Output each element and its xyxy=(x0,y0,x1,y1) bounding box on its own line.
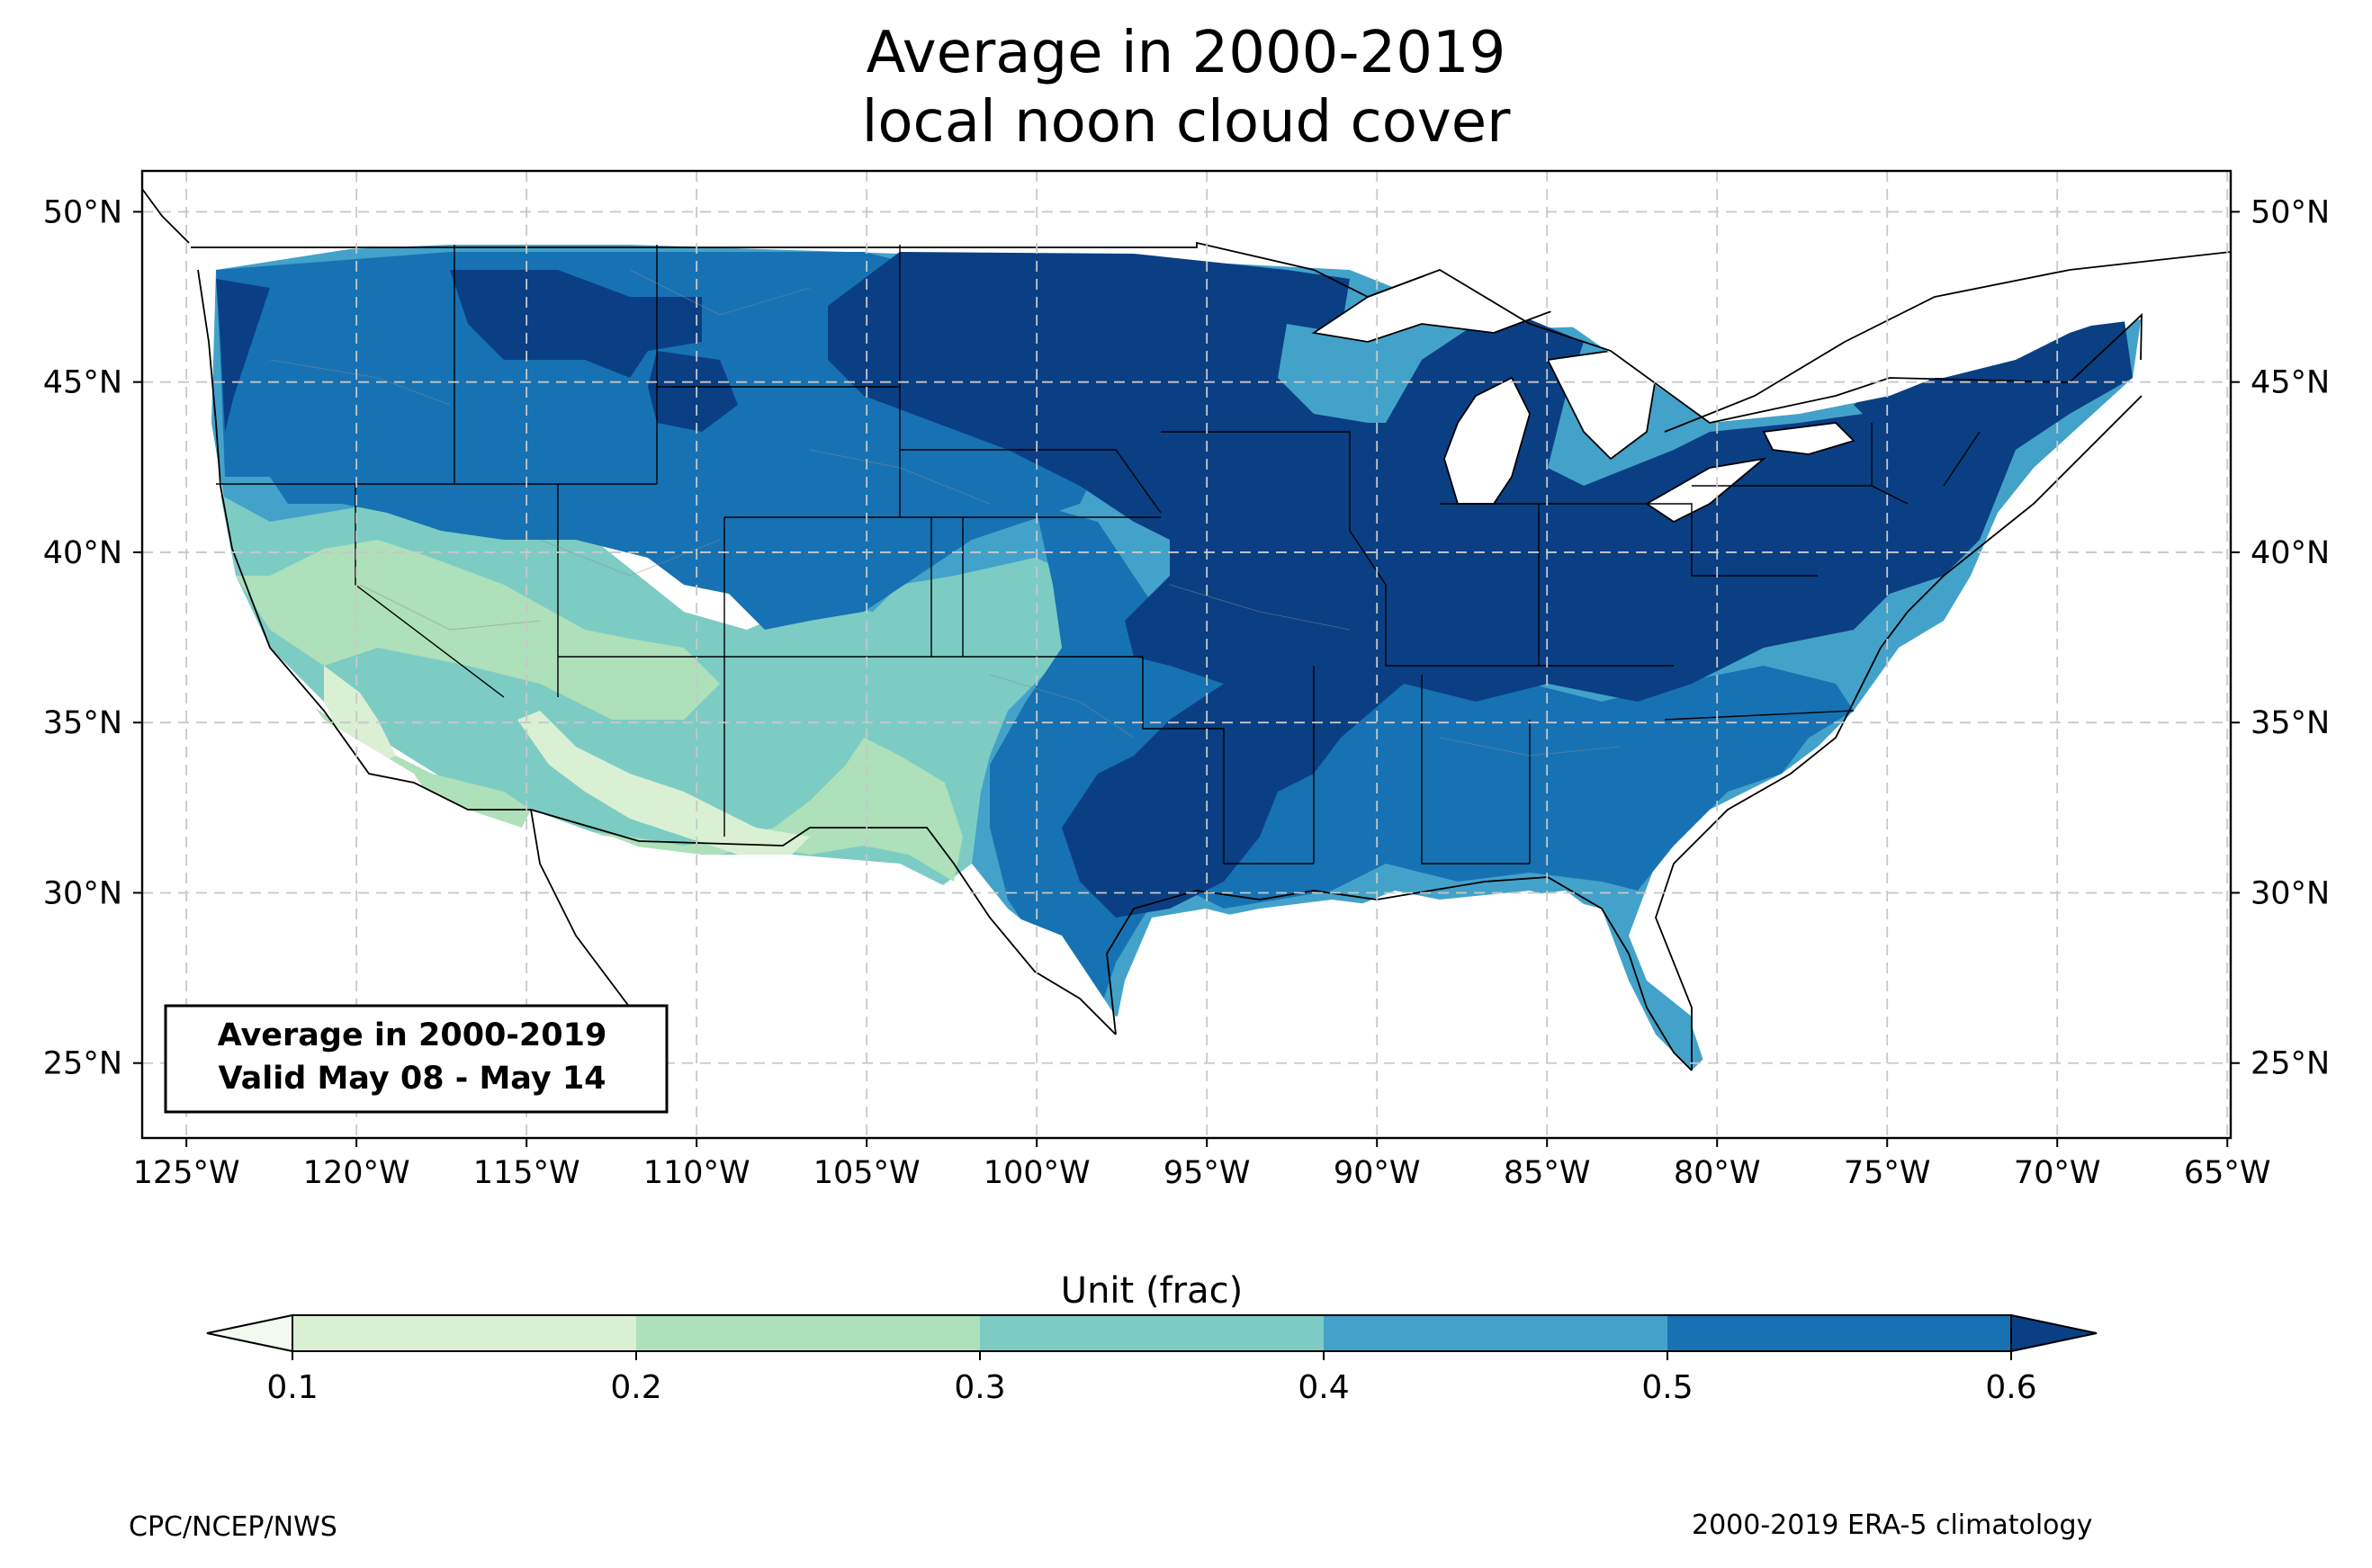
lat-tick-label-left: 35°N xyxy=(43,705,122,741)
lon-tick-label: 80°W xyxy=(1674,1155,1761,1191)
annotation-line2: Valid May 08 - May 14 xyxy=(218,1061,606,1097)
lon-tick-label: 115°W xyxy=(473,1155,580,1191)
colorbar-segment xyxy=(636,1315,981,1351)
annotation-box: Average in 2000-2019 Valid May 08 - May … xyxy=(164,1004,669,1114)
map-frame xyxy=(140,169,2233,1140)
colorbar-extend-min xyxy=(206,1313,293,1353)
colorbar-tick-label: 0.1 xyxy=(266,1369,318,1406)
colorbar-tick-label: 0.5 xyxy=(1641,1369,1693,1406)
chart-title-line1: Average in 2000-2019 xyxy=(866,20,1506,86)
water-lakes xyxy=(142,171,2231,1138)
lat-tick-label-left: 45°N xyxy=(43,365,122,401)
minor-borders xyxy=(269,269,1621,757)
colorbar-segment xyxy=(292,1315,637,1351)
lon-tick-label: 100°W xyxy=(984,1155,1091,1191)
lon-tick-label: 75°W xyxy=(1844,1155,1931,1191)
colorbar-tick-label: 0.2 xyxy=(610,1369,661,1406)
lake-erie xyxy=(1645,457,1767,524)
us-mexico-border xyxy=(530,809,1117,1035)
canada-land xyxy=(142,171,2231,423)
colorbar-segment xyxy=(980,1315,1325,1351)
lon-tick-label: 95°W xyxy=(1164,1155,1251,1191)
colorbar-tick-label: 0.3 xyxy=(954,1369,1005,1406)
lat-tick-label-right: 25°N xyxy=(2251,1046,2330,1082)
chart-title-line2: local noon cloud cover xyxy=(861,89,1511,156)
footer-right: 2000-2019 ERA-5 climatology xyxy=(1692,1510,2093,1541)
annotation-line1: Average in 2000-2019 xyxy=(218,1017,607,1053)
lat-tick-label-right: 50°N xyxy=(2251,194,2330,230)
lat-tick-label-left: 50°N xyxy=(43,194,122,230)
colorbar: Unit (frac) 0.1 0.2 0.3 0.4 0.5 0.6 xyxy=(206,1270,2098,1406)
lat-tick-label-left: 30°N xyxy=(43,875,122,911)
lon-tick-label: 120°W xyxy=(303,1155,410,1191)
lat-tick-label-right: 30°N xyxy=(2251,875,2330,911)
lat-tick-label-right: 45°N xyxy=(2251,365,2330,401)
pacific-ocean xyxy=(142,171,666,1138)
lat-tick-label-left: 40°N xyxy=(43,535,122,571)
lon-tick-label: 110°W xyxy=(643,1155,750,1191)
atlantic-ocean xyxy=(1692,360,2231,1138)
canada-coast xyxy=(142,188,2231,433)
lon-tick-label: 85°W xyxy=(1504,1155,1591,1191)
lon-tick-label: 125°W xyxy=(133,1155,240,1191)
gulf-coast xyxy=(1106,876,1693,1071)
lake-ontario xyxy=(1762,422,1855,455)
gulf-of-mexico xyxy=(900,891,1800,1138)
map-panel xyxy=(142,171,2231,1138)
lon-tick-label: 70°W xyxy=(2014,1155,2101,1191)
contour-above-0.6 xyxy=(216,252,2133,918)
lat-tick-label-left: 25°N xyxy=(43,1046,122,1082)
atlantic-coast xyxy=(1655,395,2143,1071)
colorbar-label: Unit (frac) xyxy=(1061,1270,1243,1312)
lon-tick-label: 65°W xyxy=(2184,1155,2271,1191)
lon-tick-label: 90°W xyxy=(1334,1155,1421,1191)
lon-tick-label: 105°W xyxy=(813,1155,921,1191)
colorbar-tick-label: 0.4 xyxy=(1298,1369,1349,1406)
colorbar-tick-label: 0.6 xyxy=(1985,1369,2036,1406)
lat-tick-label-right: 40°N xyxy=(2251,535,2330,571)
lat-tick-label-right: 35°N xyxy=(2251,705,2330,741)
pacific-coast xyxy=(197,269,531,811)
contour-0.2-0.3 xyxy=(236,540,963,882)
colorbar-extend-max xyxy=(2010,1313,2098,1353)
colorbar-segment xyxy=(1667,1315,2012,1351)
state-borders xyxy=(216,245,1981,865)
colorbar-segment xyxy=(1324,1315,1668,1351)
contour-0.1-0.2 xyxy=(324,666,810,855)
colorbar-outline xyxy=(292,1314,2012,1352)
axis-ticks: 125°W 120°W 115°W 110°W 105°W 100°W 95°W 90°W 85… xyxy=(43,194,2330,1191)
footer-left: CPC/NCEP/NWS xyxy=(129,1511,337,1543)
